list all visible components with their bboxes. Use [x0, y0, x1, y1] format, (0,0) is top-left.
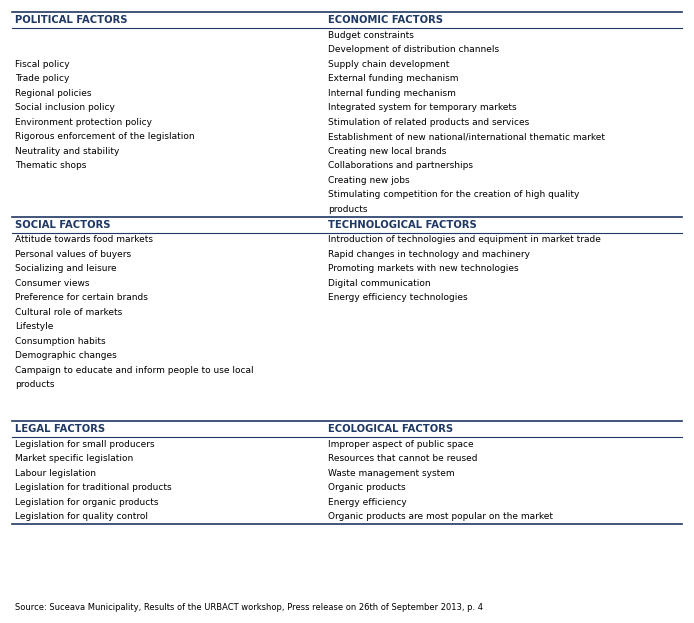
Text: Budget constraints: Budget constraints [328, 31, 414, 40]
Text: ECONOMIC FACTORS: ECONOMIC FACTORS [328, 15, 443, 25]
Text: Legislation for organic products: Legislation for organic products [15, 498, 159, 506]
Text: Attitude towards food markets: Attitude towards food markets [15, 235, 153, 244]
Text: Labour legislation: Labour legislation [15, 468, 96, 478]
Text: Collaborations and partnerships: Collaborations and partnerships [328, 161, 473, 170]
Text: Personal values of buyers: Personal values of buyers [15, 250, 132, 259]
Text: Improper aspect of public space: Improper aspect of public space [328, 440, 473, 449]
Text: Establishment of new national/international thematic market: Establishment of new national/internatio… [328, 132, 604, 141]
Text: products: products [328, 205, 367, 214]
Text: Creating new local brands: Creating new local brands [328, 147, 446, 156]
Text: TECHNOLOGICAL FACTORS: TECHNOLOGICAL FACTORS [328, 219, 477, 229]
Text: Lifestyle: Lifestyle [15, 322, 54, 331]
Text: Market specific legislation: Market specific legislation [15, 454, 134, 464]
Text: Social inclusion policy: Social inclusion policy [15, 103, 115, 112]
Text: Stimulation of related products and services: Stimulation of related products and serv… [328, 118, 529, 126]
Text: Thematic shops: Thematic shops [15, 161, 87, 170]
Text: POLITICAL FACTORS: POLITICAL FACTORS [15, 15, 128, 25]
Text: Energy efficiency: Energy efficiency [328, 498, 407, 506]
Text: Development of distribution channels: Development of distribution channels [328, 45, 499, 54]
Text: LEGAL FACTORS: LEGAL FACTORS [15, 424, 105, 434]
Text: Integrated system for temporary markets: Integrated system for temporary markets [328, 103, 516, 112]
Text: Environment protection policy: Environment protection policy [15, 118, 153, 126]
Text: Legislation for small producers: Legislation for small producers [15, 440, 155, 449]
Text: Regional policies: Regional policies [15, 88, 92, 98]
Text: products: products [15, 380, 55, 389]
Text: Organic products: Organic products [328, 483, 405, 492]
Text: Consumption habits: Consumption habits [15, 337, 106, 346]
Text: SOCIAL FACTORS: SOCIAL FACTORS [15, 219, 111, 229]
Text: Promoting markets with new technologies: Promoting markets with new technologies [328, 264, 518, 273]
Text: External funding mechanism: External funding mechanism [328, 74, 458, 83]
Text: Source: Suceava Municipality, Results of the URBACT workshop, Press release on 2: Source: Suceava Municipality, Results of… [15, 604, 484, 612]
Text: Rapid changes in technology and machinery: Rapid changes in technology and machiner… [328, 250, 530, 259]
Text: Legislation for quality control: Legislation for quality control [15, 512, 149, 521]
Text: Neutrality and stability: Neutrality and stability [15, 147, 120, 156]
Text: Creating new jobs: Creating new jobs [328, 176, 409, 185]
Text: Internal funding mechanism: Internal funding mechanism [328, 88, 455, 98]
Text: Consumer views: Consumer views [15, 278, 90, 288]
Text: Supply chain development: Supply chain development [328, 60, 449, 69]
Text: Rigorous enforcement of the legislation: Rigorous enforcement of the legislation [15, 132, 195, 141]
Text: Campaign to educate and inform people to use local: Campaign to educate and inform people to… [15, 366, 254, 375]
Text: Socializing and leisure: Socializing and leisure [15, 264, 117, 273]
Text: Waste management system: Waste management system [328, 468, 455, 478]
Text: Demographic changes: Demographic changes [15, 351, 117, 360]
Text: Introduction of technologies and equipment in market trade: Introduction of technologies and equipme… [328, 235, 600, 244]
Text: Energy efficiency technologies: Energy efficiency technologies [328, 293, 467, 302]
Text: Legislation for traditional products: Legislation for traditional products [15, 483, 172, 492]
Text: Digital communication: Digital communication [328, 278, 430, 288]
Text: Cultural role of markets: Cultural role of markets [15, 308, 123, 316]
Text: Trade policy: Trade policy [15, 74, 70, 83]
Text: Organic products are most popular on the market: Organic products are most popular on the… [328, 512, 552, 521]
Text: Fiscal policy: Fiscal policy [15, 60, 70, 69]
Text: ECOLOGICAL FACTORS: ECOLOGICAL FACTORS [328, 424, 452, 434]
Text: Resources that cannot be reused: Resources that cannot be reused [328, 454, 477, 464]
Text: Stimulating competition for the creation of high quality: Stimulating competition for the creation… [328, 190, 579, 199]
Text: Preference for certain brands: Preference for certain brands [15, 293, 149, 302]
